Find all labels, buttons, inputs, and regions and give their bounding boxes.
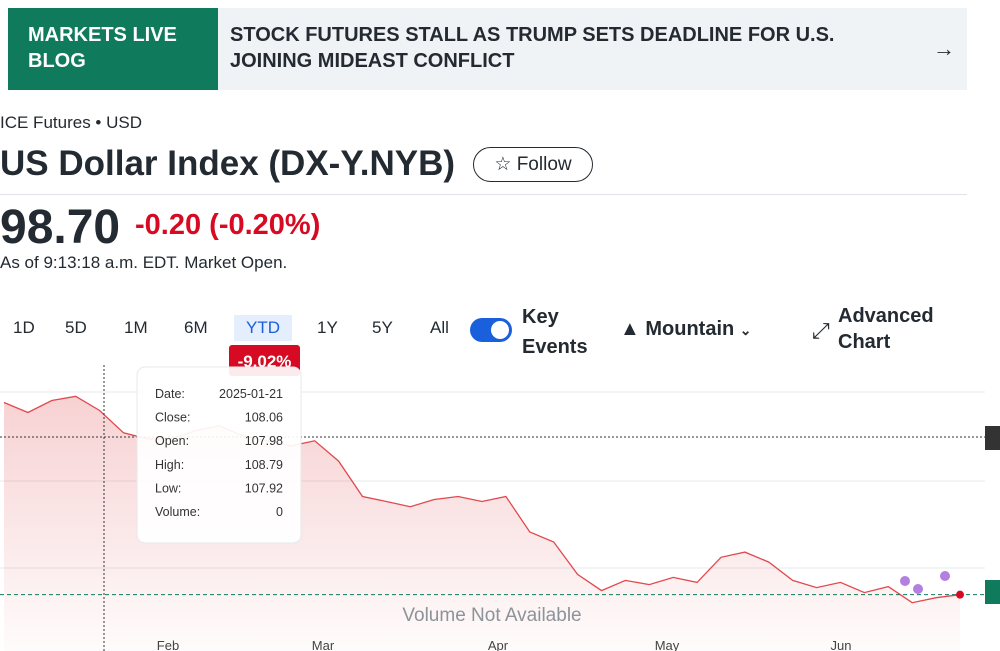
chart-type-label[interactable]: Mountain [645,318,735,340]
range-button[interactable]: 1D [13,318,35,337]
tooltip-value: 107.92 [245,481,283,495]
price-change: -0.20 (-0.20%) [135,209,321,241]
quote-name: US Dollar Index (DX-Y.NYB) [0,144,456,183]
tooltip-label: Date: [155,387,185,401]
tooltip-value: 2025-01-21 [219,387,283,401]
headline[interactable]: STOCK FUTURES STALL AS TRUMP SETS DEADLI… [230,24,835,72]
range-button[interactable]: 1M [124,318,148,337]
event-dot [940,571,950,581]
month-label: May [655,638,680,651]
follow-label[interactable]: Follow [516,154,572,175]
price: 98.70 [0,201,121,254]
range-button[interactable]: 5Y [372,318,393,337]
divider [0,194,967,195]
month-label: Jun [831,638,852,651]
axis-badge [985,426,1000,450]
month-label: Apr [488,638,509,651]
badge-text: -9.02% [238,352,292,371]
tooltip-label: Close: [155,411,190,425]
advanced-chart[interactable]: Advanced Chart [838,305,934,353]
tooltip-label: Open: [155,434,189,448]
range-button[interactable]: All [430,318,449,337]
expand-icon[interactable]: ⤢ [812,318,830,343]
live-blog-label[interactable]: MARKETS LIVE BLOG [8,8,218,90]
month-label: Feb [157,638,179,651]
exchange: ICE Futures • USD [0,113,142,132]
chart-type[interactable]: ▲ Mountain ⌄ [620,318,752,340]
range-button[interactable]: 6M [184,318,208,337]
last-point [956,590,964,599]
follow-button[interactable]: ☆ Follow [473,147,593,182]
tooltip-value: 107.98 [245,434,283,448]
as-of: As of 9:13:18 a.m. EDT. Market Open. [0,253,288,272]
event-dot [900,576,910,586]
event-dot [913,584,923,594]
tooltip-label: High: [155,458,184,472]
range-button[interactable]: 5D [65,318,87,337]
headline-banner[interactable]: STOCK FUTURES STALL AS TRUMP SETS DEADLI… [218,8,967,90]
toggle[interactable] [470,318,512,342]
tooltip-label: Volume: [155,505,200,519]
tooltip-label: Low: [155,481,181,495]
range-button[interactable]: YTD [234,315,292,341]
month-label: Mar [312,638,335,651]
range-button[interactable]: 1Y [317,318,338,337]
tooltip [136,366,302,544]
arrow-icon[interactable]: → [933,36,955,61]
tooltip-value: 0 [276,505,283,519]
volume-note: Volume Not Available [402,605,581,626]
tooltip-value: 108.79 [245,458,283,472]
key-events[interactable]: Key Events [522,306,588,358]
tooltip-value: 108.06 [245,411,283,425]
axis-badge [985,580,1000,604]
